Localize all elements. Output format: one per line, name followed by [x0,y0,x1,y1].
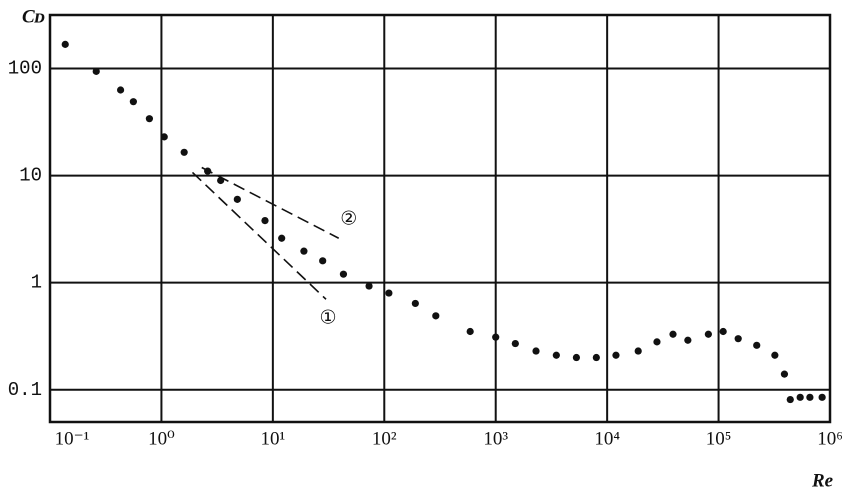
data-point [818,393,826,401]
reference-line-label: ② [340,209,357,230]
data-point [411,299,419,308]
data-point [339,270,348,278]
data-point [572,353,581,362]
data-point [552,351,560,359]
plot-frame [48,13,832,424]
data-point [653,338,661,346]
x-tick-label: 10⁰ [148,428,175,449]
data-point [780,370,789,378]
y-axis-label: Cᴅ [22,6,45,27]
data-point [278,234,286,242]
data-point [796,393,804,401]
data-point [492,333,500,341]
reference-line [191,171,327,300]
data-point [217,176,225,185]
data-point [753,341,761,349]
x-tick-label: 10⁵ [706,428,732,449]
x-tick-label: 10³ [483,428,508,449]
data-point [719,327,727,336]
data-point [116,86,125,94]
data-point [233,195,241,203]
y-tick-label: 0.1 [8,379,42,401]
data-point [160,133,168,141]
data-point [704,330,712,338]
data-point [466,327,474,336]
data-point [300,247,308,255]
data-point [61,40,69,48]
x-tick-label: 10² [372,428,397,449]
x-tick-label: 10⁻¹ [55,428,90,449]
data-point [319,257,327,265]
data-point [511,339,519,348]
data-point [145,115,154,123]
x-tick-label: 10⁴ [594,428,620,449]
reference-line-label: ① [319,308,336,329]
data-point [771,351,779,359]
data-point [365,282,373,290]
reference-line [201,166,340,239]
data-point [684,336,692,344]
x-axis-label: Re [811,470,834,491]
data-point [592,353,600,362]
data-point [634,347,642,355]
x-tick-label: 10¹ [261,428,286,449]
data-point [129,98,137,106]
data-point [806,393,814,401]
data-point [532,347,540,355]
data-point [204,167,212,175]
data-point [612,351,620,359]
y-tick-label: 1 [31,272,42,294]
x-tick-label: 10⁶ [817,428,843,449]
data-point [261,216,269,225]
data-point [786,395,794,404]
y-tick-label: 10 [19,165,42,187]
data-point [734,335,742,343]
y-tick-label: 100 [8,58,42,80]
data-point [669,330,677,338]
data-point [92,67,100,75]
data-point [180,148,188,156]
data-point [385,289,393,297]
data-point [432,312,440,320]
